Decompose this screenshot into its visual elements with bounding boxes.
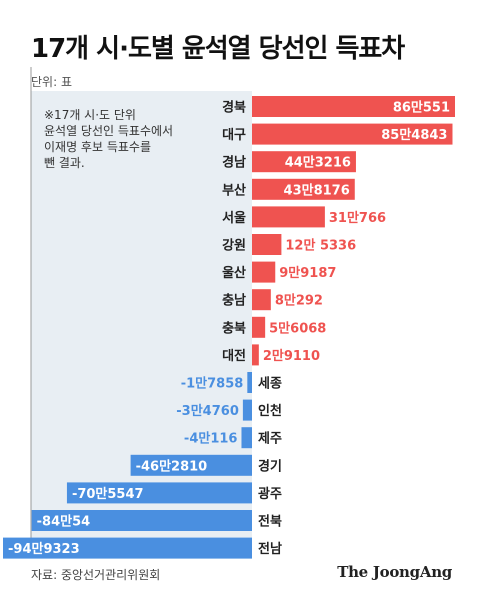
bar-충북 [252, 316, 266, 338]
value-label: -1만7858 [181, 376, 244, 392]
value-label: 8만292 [275, 293, 323, 309]
bar-전북 [31, 510, 253, 531]
bar-서울 [252, 206, 325, 228]
bar-세종 [247, 372, 252, 393]
category-label: 전북 [258, 514, 282, 530]
value-label: 43만8176 [284, 182, 350, 198]
unit-label: 단위: 표 [31, 75, 72, 89]
category-label: 대전 [222, 348, 246, 364]
category-label: 충남 [222, 293, 246, 309]
chart-title: 17개 시·도별 윤석열 당선인 득표차 [31, 34, 405, 64]
category-label: 대구 [222, 128, 246, 143]
bar-부산 [252, 178, 355, 200]
value-label: -4만116 [184, 431, 238, 447]
category-label: 제주 [258, 432, 282, 447]
bar-인천 [242, 399, 252, 421]
value-label: -46만2810 [136, 458, 208, 474]
category-label: 인천 [258, 403, 282, 419]
value-label: -94만9323 [8, 541, 80, 557]
value-label: 86만551 [393, 100, 450, 116]
chart-panel-background [31, 91, 252, 556]
bar-울산 [252, 261, 276, 283]
chart-note: ※17개 시·도 단위 윤석열 당선인 득표수에서 이재명 후보 득표수를 뺀 … [44, 108, 174, 170]
value-label: 31만766 [329, 210, 386, 226]
brand-logo: The JoongAng [337, 563, 452, 581]
bar-경남 [252, 151, 356, 173]
bar-강원 [252, 234, 282, 255]
bar-대전 [252, 344, 259, 366]
value-label: 85만4843 [381, 127, 447, 143]
value-label: 44만3216 [285, 155, 351, 171]
category-label: 서울 [222, 210, 246, 226]
category-label: 광주 [258, 487, 282, 502]
value-label: 5만6068 [269, 320, 326, 336]
value-label: 9만9187 [279, 265, 336, 281]
bar-경북 [252, 96, 455, 117]
bar-경기 [130, 454, 252, 476]
value-label: -84만54 [37, 514, 91, 530]
bar-대구 [252, 123, 453, 145]
category-label: 강원 [222, 238, 246, 254]
category-label: 경남 [222, 155, 246, 171]
category-label: 충북 [222, 320, 246, 336]
source-label: 자료: 중앙선거관리위원회 [31, 568, 161, 582]
bar-광주 [66, 482, 252, 504]
category-label: 세종 [258, 377, 282, 392]
category-label: 경기 [258, 458, 282, 474]
category-label: 경북 [222, 100, 246, 116]
value-label: -3만4760 [176, 403, 239, 419]
value-label: 12만 5336 [285, 238, 356, 254]
bar-전남 [3, 537, 252, 559]
category-label: 울산 [222, 265, 246, 281]
category-label: 전남 [258, 541, 282, 557]
bar-충남 [252, 289, 271, 311]
value-label: 2만9110 [263, 348, 320, 364]
value-label: -70만5547 [72, 486, 144, 502]
bar-제주 [241, 427, 252, 449]
category-label: 부산 [222, 182, 246, 198]
